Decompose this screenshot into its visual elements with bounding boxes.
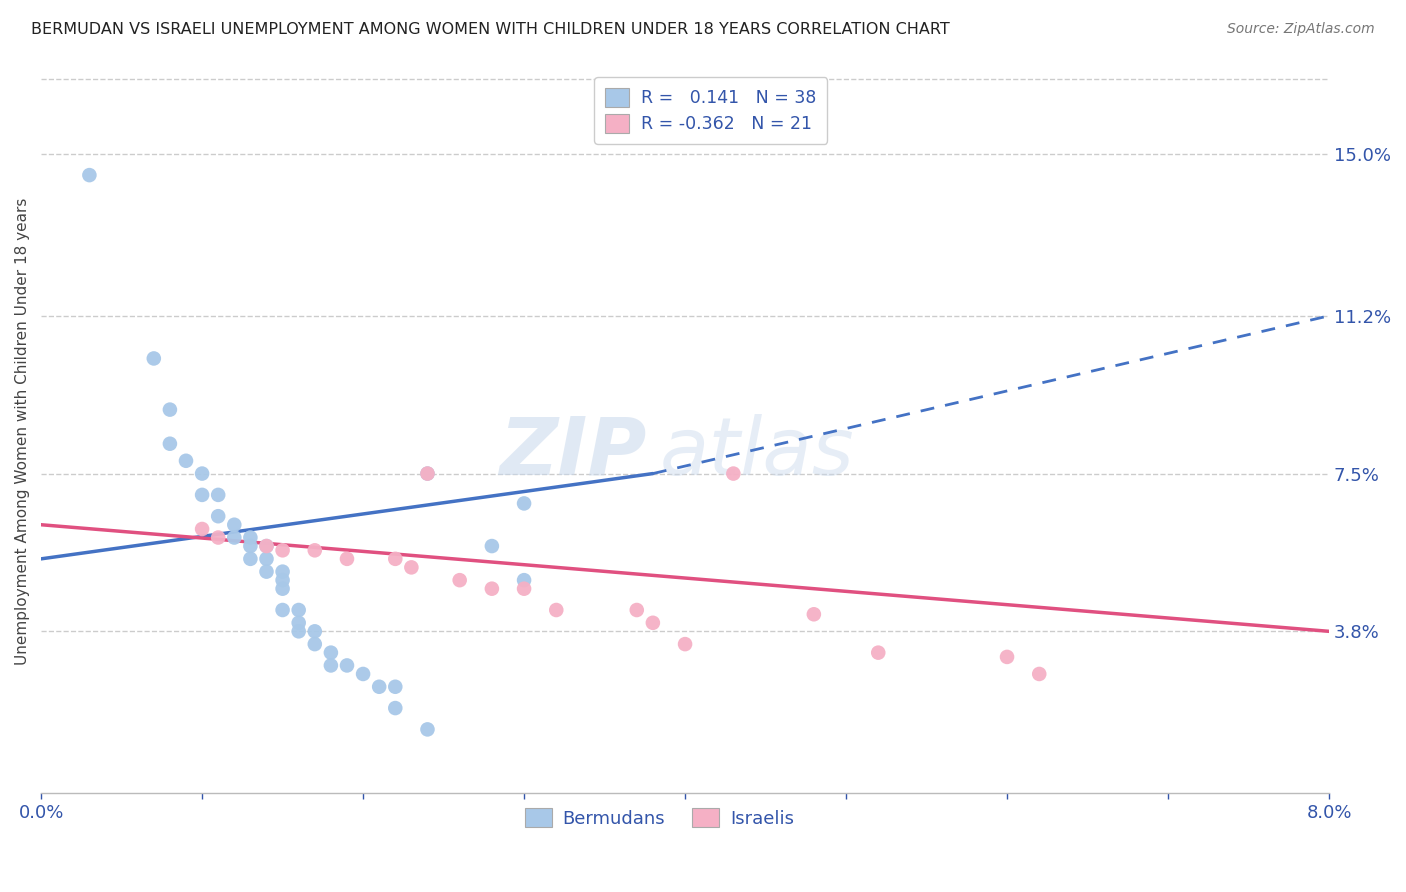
Point [256, 539, 278, 553]
Point [256, 552, 278, 566]
Point [304, 543, 326, 558]
Point [641, 615, 664, 630]
Point [287, 603, 309, 617]
Legend: Bermudans, Israelis: Bermudans, Israelis [517, 801, 801, 835]
Text: BERMUDAN VS ISRAELI UNEMPLOYMENT AMONG WOMEN WITH CHILDREN UNDER 18 YEARS CORREL: BERMUDAN VS ISRAELI UNEMPLOYMENT AMONG W… [31, 22, 949, 37]
Point [239, 531, 262, 545]
Point [271, 603, 294, 617]
Point [416, 467, 439, 481]
Point [79, 168, 101, 182]
Point [239, 552, 262, 566]
Point [513, 582, 536, 596]
Point [224, 517, 246, 532]
Point [868, 646, 890, 660]
Text: atlas: atlas [659, 414, 853, 491]
Point [481, 582, 503, 596]
Point [401, 560, 423, 574]
Point [256, 565, 278, 579]
Point [1028, 667, 1050, 681]
Point [803, 607, 825, 622]
Point [304, 637, 326, 651]
Point [256, 539, 278, 553]
Point [416, 467, 439, 481]
Point [336, 658, 359, 673]
Point [287, 624, 309, 639]
Point [384, 680, 406, 694]
Point [174, 454, 197, 468]
Point [191, 488, 214, 502]
Point [287, 615, 309, 630]
Point [626, 603, 648, 617]
Point [368, 680, 391, 694]
Point [207, 488, 229, 502]
Y-axis label: Unemployment Among Women with Children Under 18 years: Unemployment Among Women with Children U… [15, 197, 30, 665]
Point [513, 573, 536, 587]
Point [336, 552, 359, 566]
Point [384, 552, 406, 566]
Point [481, 539, 503, 553]
Point [995, 649, 1018, 664]
Point [224, 531, 246, 545]
Point [673, 637, 696, 651]
Point [449, 573, 471, 587]
Point [352, 667, 374, 681]
Point [159, 436, 181, 450]
Point [191, 522, 214, 536]
Point [271, 543, 294, 558]
Point [416, 723, 439, 737]
Point [142, 351, 165, 366]
Point [271, 565, 294, 579]
Point [159, 402, 181, 417]
Text: Source: ZipAtlas.com: Source: ZipAtlas.com [1227, 22, 1375, 37]
Point [207, 509, 229, 524]
Point [319, 658, 342, 673]
Point [546, 603, 568, 617]
Point [207, 531, 229, 545]
Point [239, 539, 262, 553]
Point [513, 496, 536, 510]
Point [384, 701, 406, 715]
Point [191, 467, 214, 481]
Point [304, 624, 326, 639]
Point [271, 573, 294, 587]
Point [271, 582, 294, 596]
Text: ZIP: ZIP [499, 414, 647, 491]
Point [319, 646, 342, 660]
Point [723, 467, 745, 481]
